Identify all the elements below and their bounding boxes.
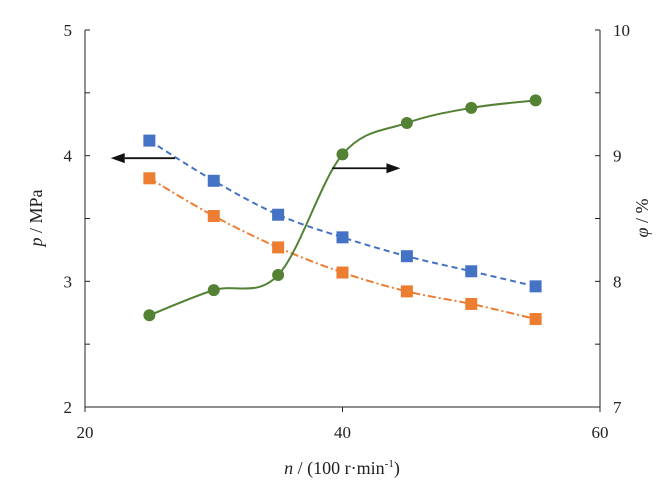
x-tick-label: 20 — [77, 423, 94, 442]
x-axis-var: n — [284, 458, 293, 478]
y-left-axis-title: p / MPa — [26, 189, 46, 248]
series-line — [149, 99, 536, 317]
data-point — [207, 284, 220, 297]
x-axis-unit-pre: / (100 r·min — [293, 458, 385, 479]
series-layer — [143, 94, 542, 326]
data-point — [207, 209, 220, 222]
y-right-axis-title: φ / % — [632, 199, 652, 238]
y-right-axis-var: φ — [632, 227, 652, 237]
series-line — [148, 177, 536, 321]
arrow-head — [110, 153, 125, 164]
data-point — [465, 297, 478, 310]
arrow-head — [386, 163, 401, 174]
data-point — [400, 116, 413, 129]
data-point — [143, 309, 156, 322]
data-point — [529, 313, 542, 326]
series-2 — [143, 94, 542, 322]
y-left-tick-label: 4 — [64, 147, 73, 166]
arrow-left — [110, 153, 176, 164]
data-point — [529, 280, 542, 293]
series-1 — [143, 172, 542, 326]
y-left-axis-var: p — [26, 238, 46, 249]
data-point — [272, 208, 285, 221]
annotation-layer — [110, 153, 401, 174]
series-0 — [143, 134, 542, 293]
data-point — [272, 269, 285, 282]
x-axis-unit-sup: -1 — [385, 458, 394, 470]
data-point — [400, 285, 413, 298]
x-tick-label: 40 — [334, 423, 351, 442]
data-point — [465, 265, 478, 278]
y-left-tick-label: 5 — [64, 21, 73, 40]
y-right-tick-label: 8 — [613, 272, 622, 291]
data-point — [465, 101, 478, 114]
data-point — [143, 134, 156, 147]
x-tick-label: 60 — [592, 423, 609, 442]
y-right-tick-label: 7 — [613, 398, 622, 417]
arrow-right — [332, 163, 401, 174]
y-left-tick-label: 2 — [64, 398, 73, 417]
y-right-tick-label: 9 — [613, 147, 622, 166]
data-point — [272, 241, 285, 254]
x-tick-labels: 20 40 60 — [77, 423, 609, 442]
y-left-axis-unit: / MPa — [26, 189, 46, 237]
y-left-tick-labels: 2 3 4 5 — [64, 21, 73, 417]
y-right-axis-unit: / % — [632, 199, 652, 228]
y-right-tick-labels: 7 8 9 10 — [613, 21, 630, 417]
data-point — [336, 231, 349, 244]
data-point — [207, 174, 220, 187]
data-point — [143, 172, 156, 185]
y-left-tick-label: 3 — [64, 272, 73, 291]
data-point — [529, 94, 542, 107]
data-point — [400, 250, 413, 263]
y-right-tick-label: 10 — [613, 21, 630, 40]
x-axis-unit-post: ) — [394, 458, 400, 479]
x-axis-title: n / (100 r·min-1) — [284, 458, 400, 479]
tick-marks — [84, 29, 601, 412]
data-point — [336, 148, 349, 161]
data-point — [336, 266, 349, 279]
